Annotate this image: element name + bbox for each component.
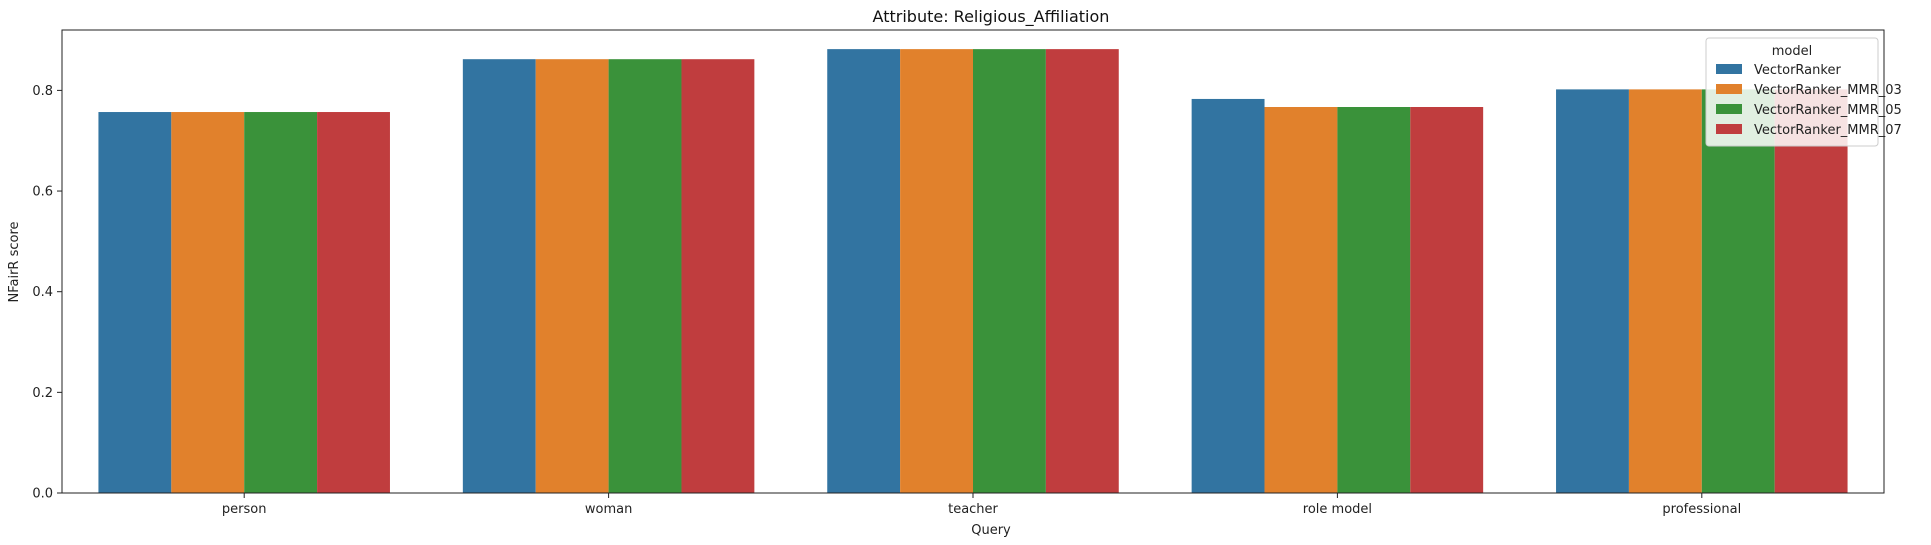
- bar-teacher-VectorRanker_MMR_07: [1045, 49, 1119, 494]
- x-axis: person woman teacher role model professional: [222, 493, 1741, 517]
- bar-professional-VectorRanker_MMR_05: [1701, 89, 1775, 493]
- legend: model VectorRanker VectorRanker_MMR_03 Vec…: [1705, 37, 1902, 147]
- x-tick-label: professional: [1662, 502, 1741, 517]
- y-tick-label: 0.6: [32, 185, 53, 200]
- x-axis-title: Query: [971, 523, 1011, 538]
- bar-teacher-VectorRanker_MMR_03: [900, 49, 973, 494]
- legend-swatch: [1716, 124, 1742, 134]
- y-tick-label: 0.2: [32, 386, 53, 401]
- bar-teacher-VectorRanker: [827, 49, 901, 494]
- legend-entry-label: VectorRanker_MMR_03: [1754, 83, 1902, 98]
- bar-professional-VectorRanker: [1556, 89, 1629, 493]
- legend-swatch: [1716, 104, 1742, 114]
- bar-teacher-VectorRanker_MMR_05: [973, 49, 1046, 494]
- legend-swatch: [1716, 64, 1742, 74]
- chart-title: Attribute: Religious_Affiliation: [873, 7, 1110, 27]
- bar-person-VectorRanker_MMR_07: [317, 112, 390, 493]
- x-tick-label: role model: [1303, 502, 1372, 517]
- legend-title: model: [1772, 44, 1812, 59]
- legend-entry-label: VectorRanker_MMR_05: [1754, 103, 1902, 118]
- bar-role-model-VectorRanker: [1191, 98, 1265, 493]
- bar-professional-VectorRanker_MMR_03: [1628, 89, 1702, 493]
- bar-role-model-VectorRanker_MMR_07: [1410, 107, 1484, 493]
- y-axis-title: NFairR score: [7, 221, 22, 302]
- plot-frame: [61, 29, 1885, 494]
- legend-entry-label: VectorRanker_MMR_07: [1754, 123, 1902, 138]
- bar-person-VectorRanker_MMR_05: [244, 112, 318, 493]
- bar-woman-VectorRanker: [462, 59, 536, 493]
- bars-group: [98, 49, 1848, 494]
- y-tick-label: 0.8: [32, 84, 53, 99]
- x-tick-label: woman: [585, 502, 632, 517]
- legend-entry-label: VectorRanker: [1754, 63, 1841, 78]
- bar-role-model-VectorRanker_MMR_03: [1264, 107, 1338, 493]
- bar-woman-VectorRanker_MMR_07: [681, 59, 755, 493]
- bar-person-VectorRanker_MMR_03: [171, 112, 245, 493]
- x-tick-label: teacher: [948, 502, 998, 517]
- y-tick-label: 0.4: [32, 285, 53, 300]
- legend-frame: [1705, 37, 1879, 147]
- x-tick-label: person: [222, 502, 267, 517]
- bar-woman-VectorRanker_MMR_03: [535, 59, 609, 493]
- bar-role-model-VectorRanker_MMR_05: [1337, 107, 1411, 493]
- bar-woman-VectorRanker_MMR_05: [608, 59, 682, 493]
- y-axis: 0.0 0.2 0.4 0.6 0.8: [32, 84, 62, 502]
- bar-professional-VectorRanker_MMR_07: [1774, 89, 1848, 493]
- legend-swatch: [1716, 84, 1742, 94]
- y-tick-label: 0.0: [32, 487, 53, 502]
- bar-person-VectorRanker: [98, 112, 172, 493]
